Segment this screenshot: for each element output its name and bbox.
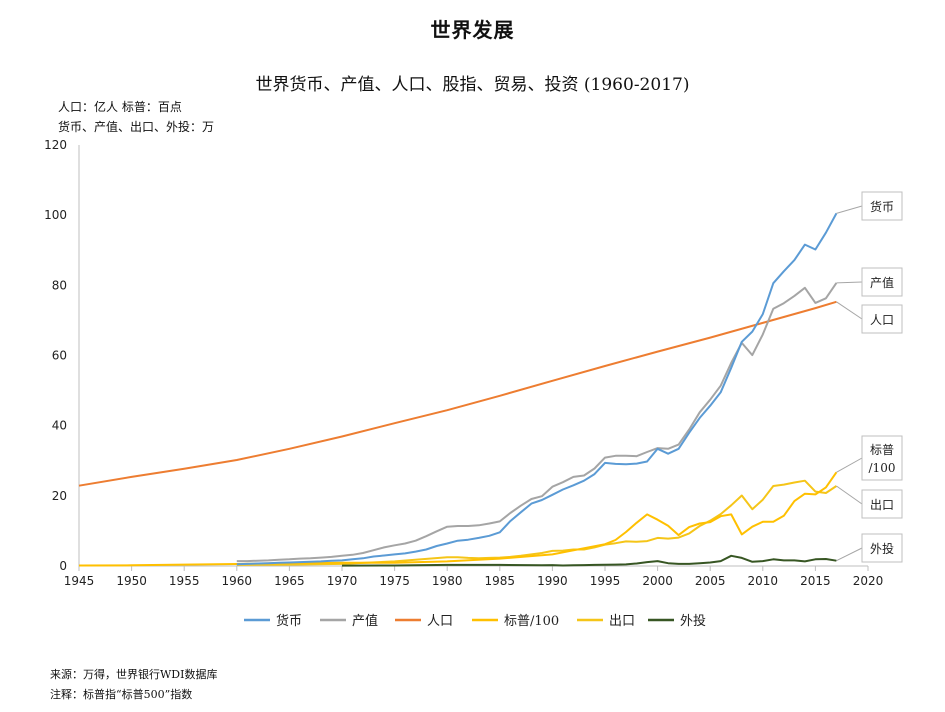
callout-box [861, 489, 903, 519]
callout-leader [836, 205, 863, 214]
callout-label: 出口 [870, 498, 894, 512]
x-tick-label: 1975 [379, 574, 410, 588]
series-line-2 [78, 300, 837, 487]
legend-item-label: 人口 [427, 614, 453, 629]
callout-label: 外投 [870, 541, 894, 556]
y-tick-label: 0 [59, 559, 67, 573]
x-tick-label: 1955 [169, 574, 200, 588]
callout-box [861, 435, 903, 481]
x-tick-label: 2005 [695, 574, 726, 588]
legend-item-label: 外投 [680, 613, 706, 629]
x-tick-label: 1965 [274, 574, 305, 588]
y-tick-label: 60 [52, 349, 67, 363]
y-tick-label: 20 [52, 489, 67, 503]
callout-leader [836, 457, 863, 473]
callout-box [861, 267, 903, 297]
callout-leader [836, 547, 863, 562]
callout-label: 产值 [870, 275, 894, 290]
series-line-1 [236, 282, 838, 563]
legend-item-label: 货币 [276, 613, 302, 629]
callout-label: 人口 [870, 313, 894, 327]
callout-leader [836, 281, 863, 284]
callout-label-sp-part2: /100 [869, 461, 896, 475]
x-tick-label: 1970 [327, 574, 358, 588]
series-line-0 [236, 212, 838, 566]
series-line-4 [236, 479, 837, 566]
chart-axes: 0 20 40 60 80 100 120 1945 1950 1955 1960 1965 1970 1… [44, 138, 883, 588]
page-title: 世界发展 [430, 18, 515, 42]
y-tick-label: 100 [44, 208, 67, 222]
x-tick-label: 1995 [590, 574, 621, 588]
y-tick-label: 80 [52, 278, 67, 292]
x-tick-label: 2010 [748, 574, 779, 588]
footnote: 注释：标普指“标普500”指数 [50, 688, 193, 701]
x-tick-label: 1945 [64, 574, 95, 588]
callout-leader [836, 485, 863, 505]
chart-legend: 货币 产值 人口 标普/100 出口 外投 [244, 613, 706, 629]
legend-item-label: 出口 [609, 614, 635, 629]
callout-label: 货币 [870, 199, 894, 214]
callout-box [861, 304, 903, 334]
callout-leader [836, 301, 863, 320]
chart-title: 世界货币、产值、人口、股指、贸易、投资 (1960-2017) [255, 75, 690, 95]
x-tick-label: 1980 [432, 574, 463, 588]
chart-series [78, 212, 838, 567]
y-tick-label: 40 [52, 419, 67, 433]
x-tick-label: 1990 [537, 574, 568, 588]
unit-note-money: 货币、产值、出口、外投：万 [58, 120, 215, 134]
x-tick-label: 2000 [642, 574, 673, 588]
x-tick-label: 1985 [485, 574, 516, 588]
unit-note-population: 人口：亿人 标普：百点 [58, 100, 182, 114]
x-tick-label: 2015 [800, 574, 831, 588]
callout-box [861, 191, 903, 221]
series-line-5 [341, 554, 837, 567]
callout-label-sp-part1: 标普 [870, 443, 894, 457]
x-tick-label: 1960 [222, 574, 253, 588]
source-note: 来源：万得，世界银行WDI数据库 [50, 668, 218, 681]
legend-item-label: 产值 [352, 613, 378, 629]
series-line-3 [78, 471, 838, 567]
legend-item-label: 标普/100 [504, 614, 559, 629]
y-tick-label: 120 [44, 138, 67, 152]
x-tick-label: 2020 [853, 574, 884, 588]
callout-box [861, 533, 903, 563]
x-tick-label: 1950 [116, 574, 147, 588]
